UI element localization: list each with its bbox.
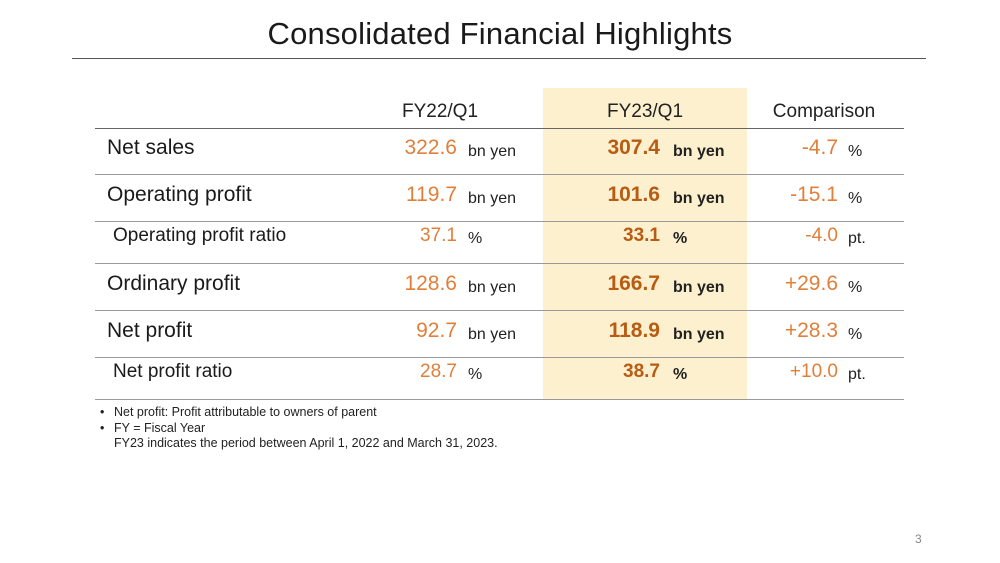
row-label: Net profit [107, 319, 193, 342]
bullet-icon: • [100, 420, 105, 435]
title-divider [72, 58, 926, 59]
footnotes: • Net profit: Profit attributable to owne… [100, 405, 498, 452]
comparison-value: +10.0 [789, 361, 838, 382]
fy23-value: 166.7 [607, 272, 660, 295]
fy22-value: 28.7 [420, 361, 457, 382]
fy23-value: 33.1 [623, 225, 660, 246]
row-divider [95, 357, 904, 358]
comparison-unit: pt. [848, 366, 866, 383]
fy23-value: 307.4 [607, 136, 660, 159]
page-title: Consolidated Financial Highlights [267, 16, 733, 51]
page-number: 3 [915, 532, 922, 546]
row-divider [95, 263, 904, 264]
row-divider [95, 174, 904, 175]
fy23-value: 38.7 [623, 361, 660, 382]
comparison-unit: % [848, 326, 863, 343]
row-divider [95, 399, 904, 400]
fy22-value: 322.6 [404, 136, 457, 159]
fy23-value: 101.6 [607, 183, 660, 206]
row-label: Operating profit ratio [113, 225, 287, 246]
footnote-net-profit: • Net profit: Profit attributable to owne… [100, 405, 498, 421]
comparison-unit: % [848, 143, 863, 160]
comparison-unit: pt. [848, 230, 866, 247]
row-label: Net sales [107, 136, 195, 159]
fy22-unit: % [468, 366, 483, 383]
column-header-comparison: Comparison [772, 101, 876, 122]
fy22-value: 37.1 [420, 225, 457, 246]
fy23-unit: % [673, 230, 688, 247]
row-divider [95, 221, 904, 222]
comparison-unit: % [848, 190, 863, 207]
footnote-text: FY = Fiscal Year [114, 420, 206, 435]
row-label: Ordinary profit [107, 272, 241, 295]
fy22-unit: bn yen [468, 190, 517, 207]
fy23-unit: bn yen [673, 190, 725, 207]
footnote-fy23-period: FY23 indicates the period between April … [114, 436, 498, 450]
fy23-unit: bn yen [673, 279, 725, 296]
fy23-unit: % [673, 366, 688, 383]
fy22-value: 128.6 [404, 272, 457, 295]
row-label: Net profit ratio [113, 361, 233, 382]
column-header-fy22: FY22/Q1 [401, 101, 479, 122]
fy22-unit: bn yen [468, 326, 517, 343]
footnote-fy: • FY = Fiscal Year [100, 421, 498, 437]
comparison-unit: % [848, 279, 863, 296]
fy23-unit: bn yen [673, 326, 725, 343]
comparison-value: +29.6 [784, 272, 838, 295]
comparison-value: +28.3 [784, 319, 838, 342]
comparison-value: -4.7 [801, 136, 838, 159]
fy22-unit: % [468, 230, 483, 247]
footnote-text: Net profit: Profit attributable to owner… [114, 405, 377, 419]
fy23-value: 118.9 [608, 319, 660, 342]
fy22-value: 119.7 [406, 183, 457, 206]
comparison-value: -15.1 [790, 183, 838, 206]
bullet-icon: • [100, 405, 105, 419]
fy23-highlight-column [543, 88, 747, 400]
row-label: Operating profit [107, 183, 252, 206]
fy22-value: 92.7 [416, 319, 457, 342]
header-divider [95, 128, 904, 129]
comparison-value: -4.0 [805, 225, 838, 246]
row-divider [95, 310, 904, 311]
fy23-unit: bn yen [673, 143, 725, 160]
fy22-unit: bn yen [468, 143, 517, 160]
fy22-unit: bn yen [468, 279, 517, 296]
column-header-fy23: FY23/Q1 [606, 101, 684, 122]
